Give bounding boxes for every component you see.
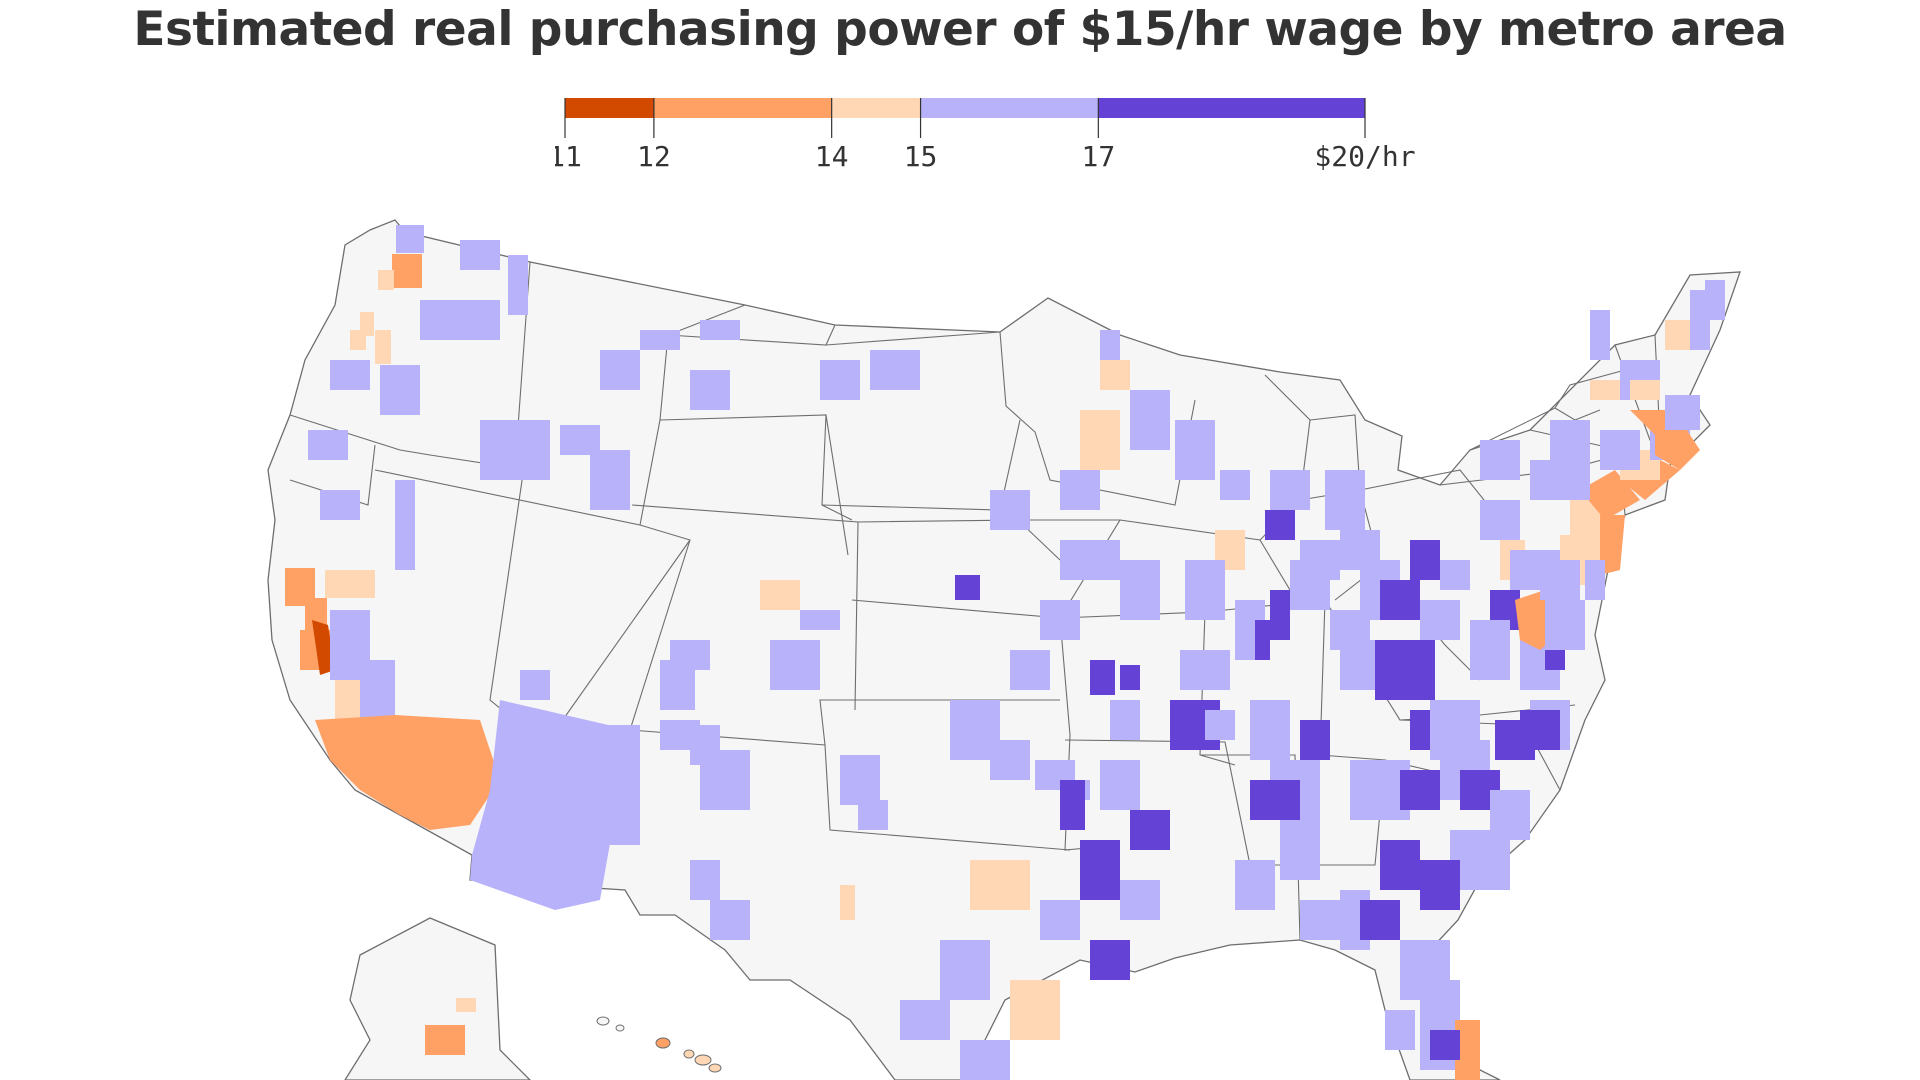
legend-tick-label-4: 17 xyxy=(1081,140,1115,173)
legend-bin-2 xyxy=(831,98,921,118)
legend-bin-0 xyxy=(565,98,654,118)
color-legend: 11 12 14 15 17 $20/hr xyxy=(555,98,1415,173)
alaska-outline xyxy=(344,917,531,1080)
legend-bin-1 xyxy=(653,98,832,118)
legend-tick-label-2: 14 xyxy=(815,140,849,173)
metro-regions xyxy=(285,225,1725,1080)
legend-bin-4 xyxy=(1098,98,1365,118)
hawaii-islands xyxy=(596,1016,722,1073)
legend-tick-label-3: 15 xyxy=(904,140,938,173)
legend-tick-label-1: 12 xyxy=(637,140,671,173)
legend-tick-label-5: $20/hr xyxy=(1314,140,1415,173)
legend-bin-3 xyxy=(920,98,1099,118)
chart-title: Estimated real purchasing power of $15/h… xyxy=(133,2,1787,57)
legend-tick-label-0: 11 xyxy=(555,140,582,173)
